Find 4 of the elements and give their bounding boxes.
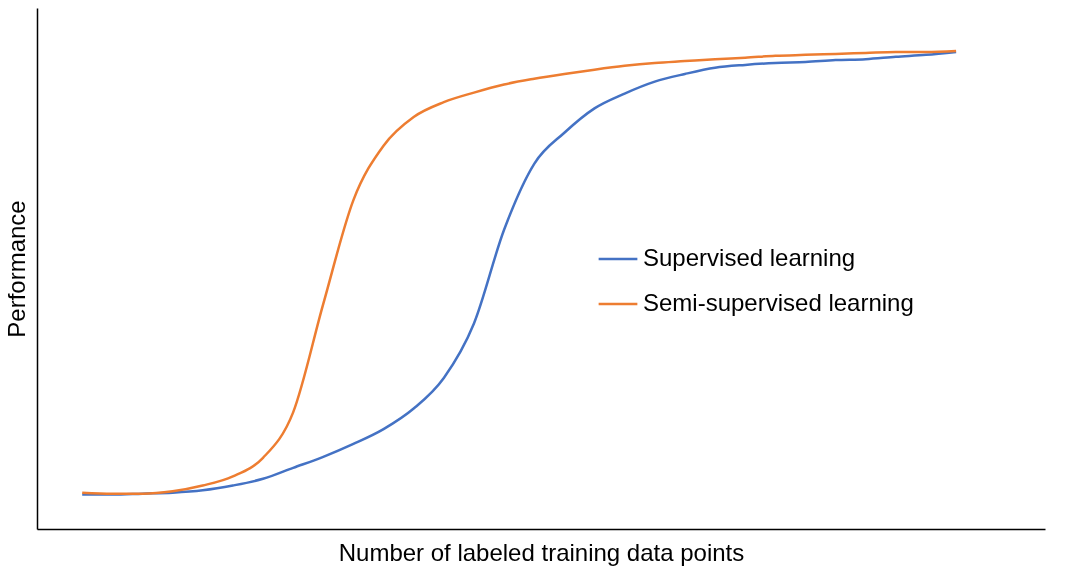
y-axis-title: Performance [2, 200, 30, 338]
legend-label: Semi-supervised learning [643, 289, 914, 316]
x-axis-title: Number of labeled training data points [338, 538, 745, 566]
legend-label: Supervised learning [643, 244, 856, 271]
